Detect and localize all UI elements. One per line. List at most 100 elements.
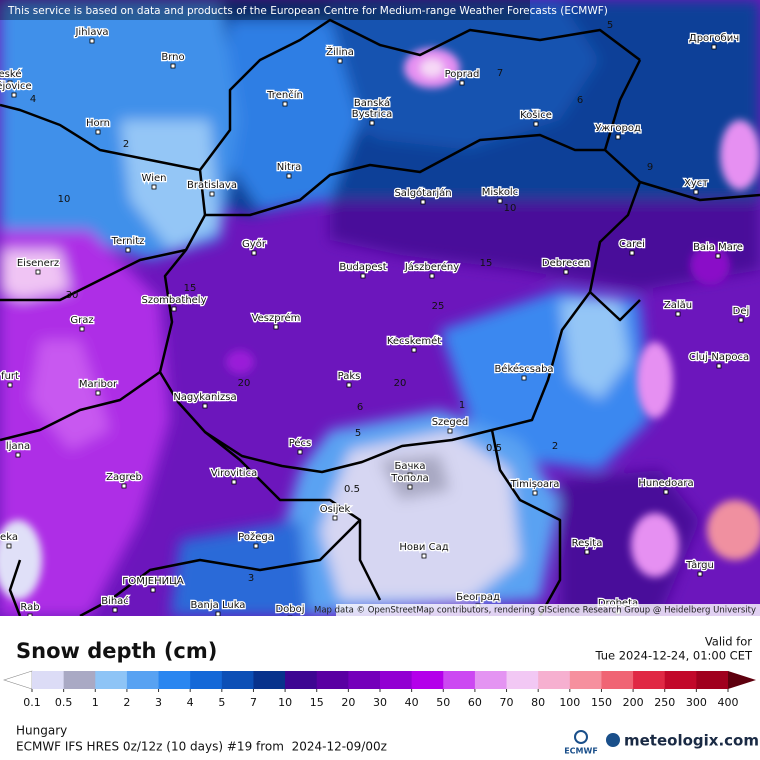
- contour-label: 1: [459, 400, 465, 411]
- place-label: Maribor: [79, 379, 118, 390]
- place-marker: [273, 324, 279, 330]
- place-label: Eisenerz: [17, 258, 59, 269]
- ecmwf-icon: [574, 730, 588, 744]
- tick-label: 250: [654, 696, 675, 709]
- place-label: ljana: [6, 441, 30, 452]
- color-box: [63, 671, 96, 689]
- color-box: [380, 671, 413, 689]
- tick-label: 1: [92, 696, 99, 709]
- place-marker: [521, 375, 527, 381]
- place-marker: [360, 273, 366, 279]
- place-label: Horn: [86, 118, 110, 129]
- tick-label: 10: [278, 696, 292, 709]
- place-marker: [407, 472, 413, 478]
- tick-label: 70: [500, 696, 514, 709]
- place-label: Banská: [354, 97, 390, 109]
- place-marker: [35, 269, 41, 275]
- place-label: Hunedoara: [638, 478, 693, 489]
- place-marker: [95, 390, 101, 396]
- color-box: [696, 671, 729, 689]
- place-marker: [171, 306, 177, 312]
- place-marker: [532, 490, 538, 496]
- borders: [0, 18, 760, 616]
- place-marker: [297, 449, 303, 455]
- tick-label: 3: [155, 696, 162, 709]
- place-marker: [675, 311, 681, 317]
- place-label: Bystrica: [352, 109, 392, 120]
- place-label: Žilina: [326, 45, 354, 58]
- map-credit: Map data © OpenStreetMap contributors, r…: [314, 606, 756, 616]
- place-label: Rab: [20, 602, 39, 613]
- place-label: eské: [0, 68, 21, 80]
- place-marker: [151, 184, 157, 190]
- under-arrow: [3, 670, 33, 690]
- snow-peaks: [0, 48, 760, 600]
- place-marker: [459, 80, 465, 86]
- tick-label: 7: [250, 696, 257, 709]
- place-label: Virovitica: [211, 468, 257, 479]
- place-marker: [629, 250, 635, 256]
- ecmwf-logo: ECMWF: [564, 730, 598, 756]
- tick-label: 60: [468, 696, 482, 709]
- tick-label: 100: [559, 696, 580, 709]
- contour-label: 2: [552, 441, 558, 452]
- contour-label: 7: [497, 68, 503, 79]
- contour-label: 5: [355, 428, 361, 439]
- place-marker: [411, 347, 417, 353]
- place-marker: [533, 121, 539, 127]
- place-marker: [429, 273, 435, 279]
- place-label: Jihlava: [74, 27, 108, 38]
- place-label: Bratislava: [187, 180, 237, 191]
- contour-label: 20: [394, 378, 407, 389]
- place-label: Miskolc: [482, 187, 518, 198]
- place-label: Târgu: [685, 559, 714, 571]
- places: Jihlava Brno eskéějovice Horn Wien Bratislava…: [0, 26, 751, 616]
- place-marker: [337, 58, 343, 64]
- color-box: [664, 671, 697, 689]
- place-label: Wien: [142, 173, 167, 184]
- place-marker: [286, 173, 292, 179]
- place-marker: [615, 134, 621, 140]
- color-box: [95, 671, 128, 689]
- place-marker: [346, 382, 352, 388]
- over-arrow: [728, 671, 756, 689]
- place-label: Timișoara: [510, 479, 560, 490]
- tick-label: 0.1: [23, 696, 41, 709]
- valid-label: Valid for: [705, 635, 752, 649]
- attribution: This service is based on data and produc…: [7, 5, 608, 17]
- place-marker: [125, 247, 131, 253]
- place-marker: [369, 120, 375, 126]
- contour-label: 0.5: [344, 484, 360, 495]
- place-marker: [11, 92, 17, 98]
- place-marker: [738, 317, 744, 323]
- place-label: Košice: [520, 109, 552, 121]
- place-marker: [332, 515, 338, 521]
- place-label: Бачка: [394, 461, 425, 472]
- place-label: Salgótarján: [394, 187, 451, 199]
- tick-label: 400: [718, 696, 739, 709]
- place-marker: [202, 403, 208, 409]
- place-marker: [369, 109, 375, 115]
- place-marker: [693, 189, 699, 195]
- place-marker: [6, 543, 12, 549]
- tick-label: 2: [123, 696, 130, 709]
- place-label: Graz: [70, 315, 93, 326]
- place-label: Kecskemét: [387, 335, 441, 347]
- place-label: Poprad: [445, 69, 480, 80]
- legend-title: Snow depth (cm): [16, 639, 217, 663]
- place-marker: [251, 250, 257, 256]
- color-box: [32, 671, 65, 689]
- place-label: Békéscsaba: [494, 363, 553, 375]
- tick-label: 5: [218, 696, 225, 709]
- tick-label: 300: [686, 696, 707, 709]
- contour-label: 30: [66, 290, 79, 301]
- color-box: [253, 671, 286, 689]
- place-label: eka: [0, 532, 18, 543]
- place-marker: [209, 191, 215, 197]
- contour-label: 0.5: [486, 443, 502, 454]
- place-label: Brno: [161, 52, 184, 63]
- color-box: [601, 671, 634, 689]
- place-marker: [231, 479, 237, 485]
- place-label: Дрогобич: [689, 33, 739, 44]
- model-info: ECMWF IFS HRES 0z/12z (10 days) #19 from…: [16, 740, 387, 754]
